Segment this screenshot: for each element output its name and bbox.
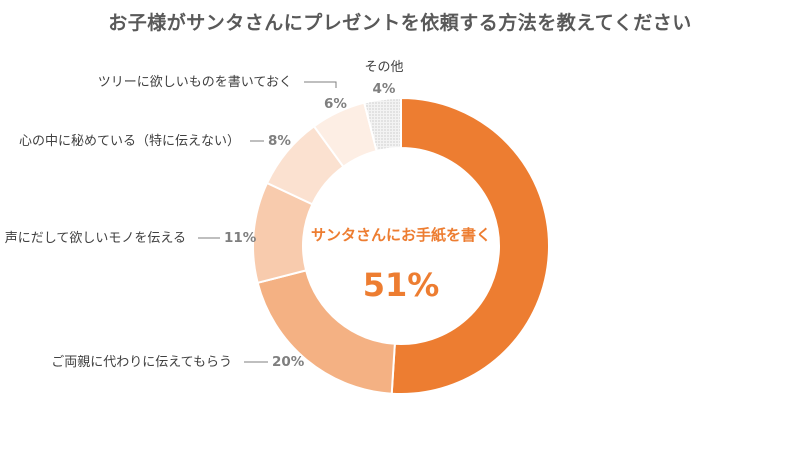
slice-label-1: ご両親に代わりに伝えてもらう	[51, 354, 232, 370]
slice-value-2: 11%	[224, 230, 257, 246]
slice-value-5: 4%	[373, 81, 396, 97]
center-category-label: サンタさんにお手紙を書く	[311, 226, 491, 244]
leader-line-4	[304, 81, 337, 88]
slice-value-3: 8%	[268, 133, 291, 149]
slice-label-5: その他	[364, 60, 403, 75]
slice-value-4: 6%	[324, 96, 347, 112]
slice-label-3: 心の中に秘めている（特に伝えない）	[19, 134, 240, 149]
slices-layer	[252, 96, 550, 395]
slice-0	[390, 96, 550, 395]
slice-value-1: 20%	[272, 354, 305, 370]
slice-label-4: ツリーに欲しいものを書いておく	[98, 74, 292, 90]
chart-title: お子様がサンタさんにプレゼントを依頼する方法を教えてください	[108, 12, 692, 34]
slice-5	[362, 96, 402, 153]
center-label-group: サンタさんにお手紙を書く 51%	[311, 226, 491, 304]
slice-label-2: 声にだして欲しいモノを伝える	[5, 230, 186, 246]
center-value-label: 51%	[363, 266, 440, 304]
labels-layer: ご両親に代わりに伝えてもらう 20% 声にだして欲しいモノを伝える 11% 心の中に秘め…	[5, 60, 404, 370]
